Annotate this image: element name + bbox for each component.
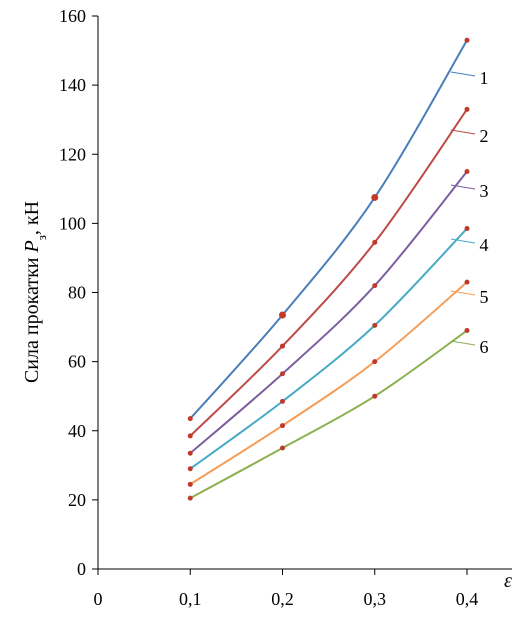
data-point [187, 433, 193, 439]
series-label-leader [450, 129, 476, 135]
series-line-4 [189, 227, 468, 470]
series-label: 2 [480, 126, 489, 146]
data-point [280, 398, 285, 404]
data-point [464, 37, 470, 43]
data-point [187, 450, 193, 456]
axes: 0 20 40 60 80 100 120 140 160 0 0,1 0,2 0,3 0,4 [59, 6, 512, 609]
data-point [464, 169, 470, 175]
y-tick-label: 100 [59, 213, 86, 233]
data-point [464, 328, 470, 334]
data-point [372, 393, 378, 399]
data-point [280, 423, 285, 429]
data-point [187, 481, 193, 487]
series-label: 3 [480, 181, 489, 201]
series-line-2 [189, 108, 468, 437]
series-label-leader [450, 290, 476, 296]
series-label: 5 [480, 287, 489, 307]
series-labels: 1 2 3 4 5 6 [450, 68, 489, 357]
series-label: 6 [480, 337, 489, 357]
x-tick-label: 0,3 [364, 589, 387, 609]
data-point [279, 311, 286, 319]
data-point [187, 466, 193, 472]
y-tick-label: 60 [68, 352, 86, 372]
y-tick-label: 140 [59, 75, 86, 95]
y-tick-label: 0 [77, 559, 86, 579]
x-tick-label: 0 [94, 589, 103, 609]
data-point [372, 322, 378, 328]
y-tick-label: 20 [68, 490, 86, 510]
series-label: 1 [480, 68, 489, 88]
data-point [280, 371, 285, 377]
data-point [464, 279, 470, 285]
series-line-5 [189, 281, 468, 486]
data-point [187, 416, 193, 422]
series-lines [187, 37, 470, 501]
data-point [372, 359, 378, 365]
data-point [280, 445, 285, 451]
series-label-leader [450, 238, 476, 244]
y-tick-label: 80 [68, 283, 86, 303]
y-tick-label: 160 [59, 6, 86, 26]
data-point [187, 495, 193, 501]
data-point [372, 283, 378, 289]
x-tick-label: 0,2 [271, 589, 294, 609]
y-tick-label: 120 [59, 144, 86, 164]
data-point [464, 226, 470, 232]
series-label-leader [450, 184, 476, 190]
series-label-leader [450, 340, 476, 346]
series-line-1 [189, 39, 468, 420]
y-axis-title: Сила прокатки Pз, кН [21, 201, 49, 383]
x-axis-title: ε [504, 570, 512, 592]
y-tick-label: 40 [68, 421, 86, 441]
series-label-leader [450, 71, 476, 77]
data-point [280, 343, 285, 349]
series-line-3 [189, 170, 468, 454]
x-tick-label: 0,1 [179, 589, 202, 609]
series-line-6 [189, 329, 468, 500]
data-point [464, 106, 470, 112]
data-point [372, 239, 378, 245]
x-tick-label: 0,4 [456, 589, 479, 609]
data-point [371, 193, 379, 201]
series-label: 4 [480, 235, 489, 255]
